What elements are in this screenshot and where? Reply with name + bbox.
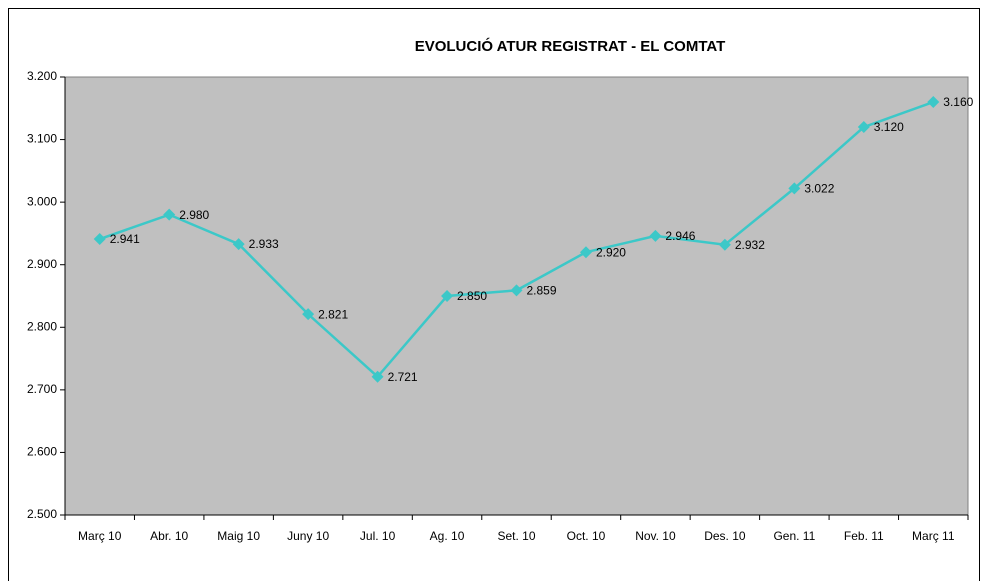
point-marker	[232, 238, 245, 251]
x-tick-label: Maig 10	[217, 529, 260, 543]
y-tick-label: 2.500	[27, 507, 57, 521]
x-tick-label: Set. 10	[497, 529, 535, 543]
point-marker	[649, 229, 662, 242]
point-marker	[93, 233, 106, 246]
data-label: 2.980	[179, 208, 209, 222]
x-tick-label: Des. 10	[704, 529, 746, 543]
data-label: 2.920	[596, 245, 626, 259]
data-label: 2.859	[527, 284, 557, 298]
y-tick-label: 2.900	[27, 257, 57, 271]
data-label: 2.850	[457, 289, 487, 303]
data-label: 3.120	[874, 120, 904, 134]
x-tick-label: Març 10	[78, 529, 122, 543]
point-marker	[718, 238, 731, 251]
data-label: 2.941	[110, 232, 140, 246]
x-tick-label: Ag. 10	[430, 529, 465, 543]
y-tick-label: 3.100	[27, 132, 57, 146]
x-tick-label: Gen. 11	[773, 529, 815, 543]
point-marker	[441, 290, 454, 302]
y-tick-label: 3.200	[27, 69, 57, 83]
point-marker	[371, 370, 384, 383]
x-tick-label: Nov. 10	[635, 529, 676, 543]
point-marker	[788, 182, 801, 195]
point-marker	[857, 121, 870, 134]
y-tick-label: 2.600	[27, 445, 57, 459]
y-tick-label: 2.800	[27, 319, 57, 333]
x-tick-label: Oct. 10	[567, 529, 606, 543]
data-label: 2.932	[735, 238, 765, 252]
x-tick-label: Abr. 10	[150, 529, 188, 543]
point-marker	[302, 308, 315, 321]
data-label: 3.022	[804, 182, 834, 196]
x-tick-label: Juny 10	[287, 529, 329, 543]
point-marker	[510, 284, 523, 297]
data-label: 2.933	[249, 237, 279, 251]
chart-title: EVOLUCIÓ ATUR REGISTRAT - EL COMTAT	[415, 37, 726, 55]
x-tick-label: Jul. 10	[360, 529, 396, 543]
data-label: 2.721	[388, 370, 418, 384]
data-label: 3.160	[943, 95, 973, 109]
y-tick-label: 2.700	[27, 382, 57, 396]
data-label: 2.821	[318, 307, 348, 321]
point-marker	[163, 208, 176, 221]
x-tick-label: Març 11	[912, 529, 955, 543]
data-label: 2.946	[665, 229, 695, 243]
point-marker	[579, 246, 592, 259]
x-tick-label: Feb. 11	[844, 529, 884, 543]
point-marker	[927, 96, 940, 109]
y-tick-label: 3.000	[27, 194, 57, 208]
